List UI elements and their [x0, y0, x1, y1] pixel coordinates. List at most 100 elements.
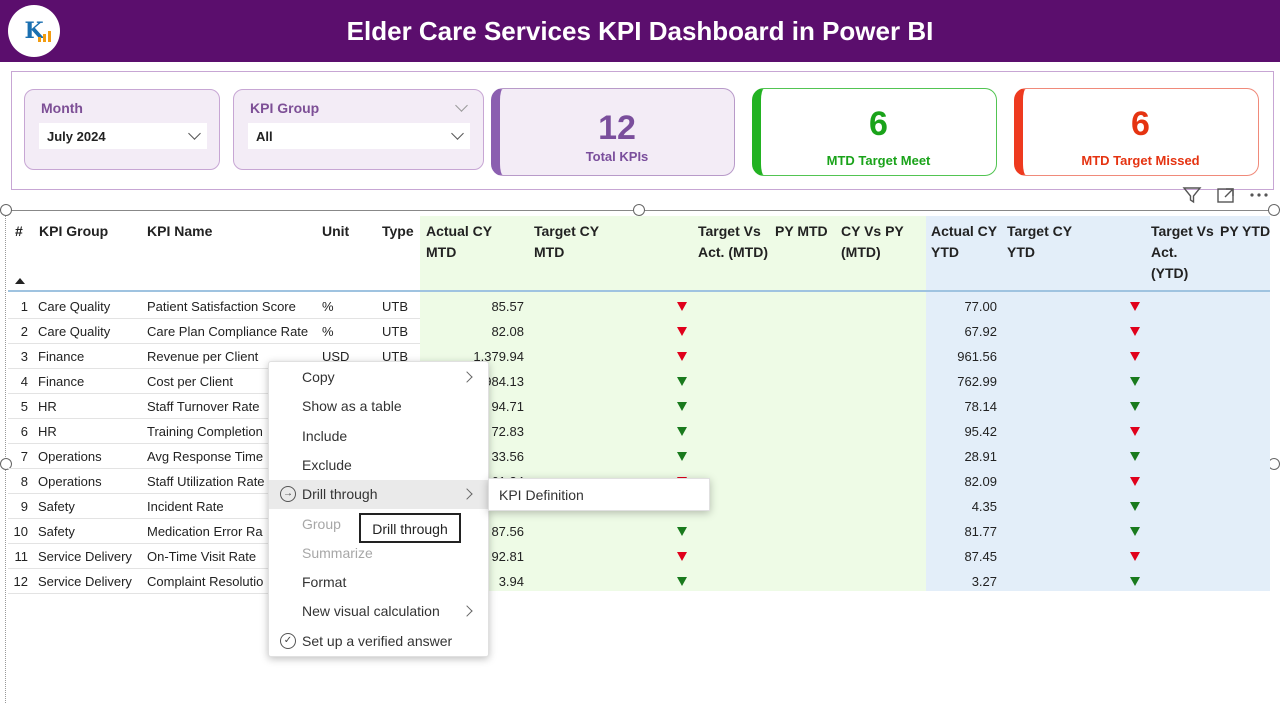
cell-n: 8 [20, 474, 28, 489]
submenu-item-kpi-definition[interactable]: KPI Definition [499, 487, 584, 503]
table-row[interactable]: 11 Service Delivery On-Time Visit Rate 92.8… [8, 544, 1270, 569]
cell-group: Operations [38, 474, 102, 489]
col-header-kpi-group[interactable]: KPI Group [39, 223, 109, 239]
sort-ascending-icon[interactable] [15, 278, 25, 284]
dashboard-header: K Elder Care Services KPI Dashboard in P… [0, 0, 1280, 62]
resize-handle[interactable] [633, 204, 645, 216]
col-header-actual-cy-ytd[interactable]: Actual CY YTD [931, 223, 997, 260]
menu-item-label: Exclude [302, 456, 352, 473]
col-header-target-cy-mtd[interactable]: Target CY MTD [534, 223, 599, 260]
col-header-actual-cy-mtd[interactable]: Actual CY MTD [426, 223, 492, 260]
chevron-right-icon [461, 371, 473, 383]
total-kpis-label: Total KPIs [585, 149, 649, 164]
menu-item-label: Drill through [302, 486, 378, 503]
menu-item-include[interactable]: Include [269, 422, 488, 451]
row-divider [8, 493, 420, 494]
col-header-type[interactable]: Type [382, 223, 414, 239]
cell-n: 10 [13, 524, 28, 539]
chevron-down-icon [451, 127, 464, 140]
cell-actual-ytd: 4.35 [971, 499, 997, 514]
menu-item-drill-through[interactable]: → Drill through [269, 480, 488, 510]
cell-actual-ytd: 81.77 [964, 524, 997, 539]
filter-icon[interactable] [1182, 185, 1202, 205]
chevron-down-icon[interactable] [455, 99, 468, 112]
resize-handle[interactable] [1268, 204, 1280, 216]
table-row[interactable]: 1 Care Quality Patient Satisfaction Score%… [8, 294, 1270, 319]
menu-item-label: Summarize [302, 544, 373, 561]
red-down-arrow-icon [1130, 302, 1140, 311]
cell-group: HR [38, 424, 57, 439]
col-header-py-mtd[interactable]: PY MTD [775, 223, 828, 239]
col-header-target-vs-act-mtd[interactable]: Target Vs Act. (MTD) [698, 223, 768, 260]
green-down-arrow-icon [1130, 452, 1140, 461]
col-header-num[interactable]: # [15, 223, 23, 239]
table-row[interactable]: 9 Safety Incident Rate 4.35 [8, 494, 1270, 519]
cell-group: Finance [38, 374, 85, 389]
menu-item-summarize: Summarize [269, 539, 488, 568]
cell-actual-mtd: 72.83 [491, 424, 524, 439]
table-row[interactable]: 7 Operations Avg Response Time 33.56 28.91 [8, 444, 1270, 469]
cell-n: 9 [20, 499, 28, 514]
cell-name: Complaint Resolutio [147, 574, 264, 589]
row-divider [8, 518, 420, 519]
month-slicer[interactable]: Month July 2024 [24, 89, 220, 170]
menu-item-format[interactable]: Format [269, 568, 488, 597]
cell-n: 11 [14, 549, 29, 564]
month-value: July 2024 [47, 129, 106, 144]
row-divider [8, 318, 420, 319]
kpi-group-dropdown[interactable]: All [248, 123, 470, 149]
mtd-target-meet-card: 6 MTD Target Meet [752, 88, 997, 176]
col-header-cy-vs-py-mtd[interactable]: CY Vs PY (MTD) [841, 223, 904, 260]
table-row[interactable]: 10 Safety Medication Error Ra 87.56 81.77 [8, 519, 1270, 544]
green-down-arrow-icon [677, 452, 687, 461]
page-title: Elder Care Services KPI Dashboard in Pow… [346, 16, 934, 46]
green-down-arrow-icon [677, 577, 687, 586]
green-down-arrow-icon [1130, 402, 1140, 411]
cell-actual-ytd: 87.45 [964, 549, 997, 564]
cell-actual-ytd: 82.09 [964, 474, 997, 489]
cell-n: 4 [20, 374, 28, 389]
cell-actual-mtd: 33.56 [491, 449, 524, 464]
row-divider [8, 593, 420, 594]
table-row[interactable]: 4 Finance Cost per Client 984.13 762.99 [8, 369, 1270, 394]
cell-group: Safety [38, 499, 75, 514]
table-row[interactable]: 2 Care Quality Care Plan Compliance Rate% U… [8, 319, 1270, 344]
visual-toolbar [1178, 185, 1274, 209]
cell-name: Incident Rate [147, 499, 224, 514]
red-down-arrow-icon [1130, 552, 1140, 561]
table-row[interactable]: 6 HR Training Completion 72.83 95.42 [8, 419, 1270, 444]
menu-item-label: Copy [302, 369, 335, 385]
drill-through-tooltip: Drill through [359, 513, 461, 543]
cell-n: 12 [13, 574, 28, 589]
red-down-arrow-icon [677, 552, 687, 561]
col-header-unit[interactable]: Unit [322, 223, 350, 239]
col-header-py-ytd[interactable]: PY YTD [1220, 223, 1271, 239]
col-header-kpi-name[interactable]: KPI Name [147, 223, 213, 239]
menu-item-copy[interactable]: Copy [269, 363, 488, 392]
row-divider [8, 418, 420, 419]
table-row[interactable]: 5 HR Staff Turnover Rate 94.71 78.14 [8, 394, 1270, 419]
resize-handle[interactable] [0, 204, 12, 216]
kpi-group-slicer[interactable]: KPI Group All [233, 89, 484, 170]
resize-handle[interactable] [0, 458, 12, 470]
cell-actual-ytd: 95.42 [964, 424, 997, 439]
menu-item-exclude[interactable]: Exclude [269, 451, 488, 480]
month-slicer-label: Month [41, 100, 83, 116]
col-header-target-cy-ytd[interactable]: Target CY YTD [1007, 223, 1072, 260]
menu-item-set-up-a-verified-answer[interactable]: ✓ Set up a verified answer [269, 627, 488, 656]
menu-item-show-as-a-table[interactable]: Show as a table [269, 392, 488, 421]
green-down-arrow-icon [677, 377, 687, 386]
cell-name: Care Plan Compliance Rate [147, 324, 309, 339]
red-down-arrow-icon [1130, 427, 1140, 436]
cell-type: UTB [382, 324, 408, 339]
total-kpis-card: 12 Total KPIs [491, 88, 735, 176]
table-row[interactable]: 12 Service Delivery Complaint Resolutio 3.9… [8, 569, 1270, 594]
more-options-icon[interactable] [1248, 185, 1270, 205]
menu-item-new-visual-calculation[interactable]: New visual calculation [269, 597, 488, 626]
focus-mode-icon[interactable] [1216, 185, 1236, 205]
col-header-target-vs-act-ytd[interactable]: Target Vs Act. (YTD) [1151, 223, 1214, 281]
month-dropdown[interactable]: July 2024 [39, 123, 207, 149]
table-row[interactable]: 3 Finance Revenue per Client USD UTB 1,379.94… [8, 344, 1270, 369]
drill-through-icon: → [280, 486, 296, 503]
